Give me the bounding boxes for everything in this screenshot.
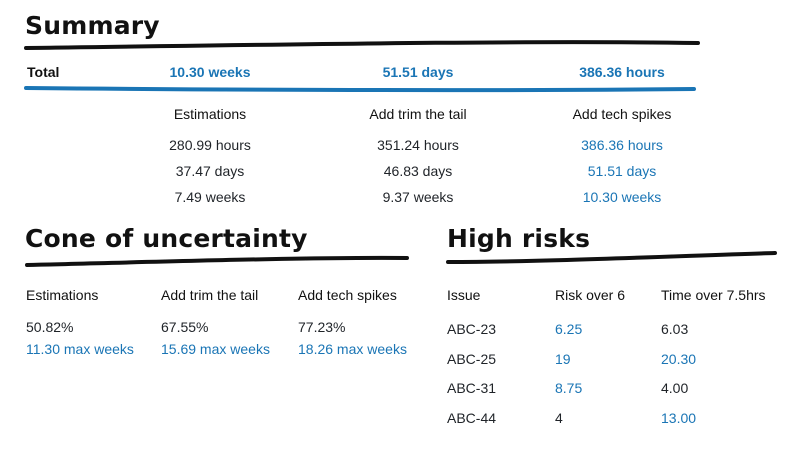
summary-value: 280.99 hours xyxy=(169,137,251,153)
risk-time: 4.00 xyxy=(661,380,689,396)
risk-issue: ABC-25 xyxy=(447,351,497,367)
total-weeks: 10.30 weeks xyxy=(169,64,251,80)
cone-col-header: Add trim the tail xyxy=(161,287,259,303)
summary-col-header: Add trim the tail xyxy=(369,106,467,122)
summary-value: 351.24 hours xyxy=(377,137,459,153)
risk-score: 8.75 xyxy=(555,380,583,396)
risk-time: 13.00 xyxy=(661,410,697,426)
total-hours: 386.36 hours xyxy=(579,64,665,80)
summary-value: 10.30 weeks xyxy=(582,189,662,205)
summary-value: 51.51 days xyxy=(587,163,657,179)
risk-time: 6.03 xyxy=(661,321,689,337)
risks-header-time: Time over 7.5hrs xyxy=(661,287,766,303)
summary-col-header: Estimations xyxy=(173,106,247,122)
summary-value: 7.49 weeks xyxy=(174,189,246,205)
cone-col-header: Add tech spikes xyxy=(298,287,397,303)
cone-title: Cone of uncertainty xyxy=(25,224,308,253)
risk-issue: ABC-31 xyxy=(447,380,497,396)
cone-col-header: Estimations xyxy=(26,287,99,303)
cone-max: 18.26 max weeks xyxy=(298,341,407,357)
risk-issue: ABC-44 xyxy=(447,410,497,426)
summary-value: 37.47 days xyxy=(175,163,245,179)
summary-value: 9.37 weeks xyxy=(382,189,454,205)
total-label: Total xyxy=(27,64,60,80)
summary-col-header: Add tech spikes xyxy=(572,106,672,122)
cone-percent: 77.23% xyxy=(298,319,346,335)
total-days: 51.51 days xyxy=(382,64,454,80)
risks-title: High risks xyxy=(447,224,591,253)
summary-value: 46.83 days xyxy=(383,163,453,179)
risks-header-risk: Risk over 6 xyxy=(555,287,626,303)
summary-value: 386.36 hours xyxy=(581,137,663,153)
summary-title: Summary xyxy=(25,11,160,40)
risks-header-issue: Issue xyxy=(447,287,481,303)
cone-max: 15.69 max weeks xyxy=(161,341,270,357)
risk-issue: ABC-23 xyxy=(447,321,497,337)
risk-score: 19 xyxy=(555,351,571,367)
risk-score: 6.25 xyxy=(555,321,583,337)
cone-percent: 50.82% xyxy=(26,319,74,335)
risk-score: 4 xyxy=(555,410,563,426)
cone-max: 11.30 max weeks xyxy=(26,341,134,357)
cone-percent: 67.55% xyxy=(161,319,209,335)
risk-time: 20.30 xyxy=(661,351,697,367)
